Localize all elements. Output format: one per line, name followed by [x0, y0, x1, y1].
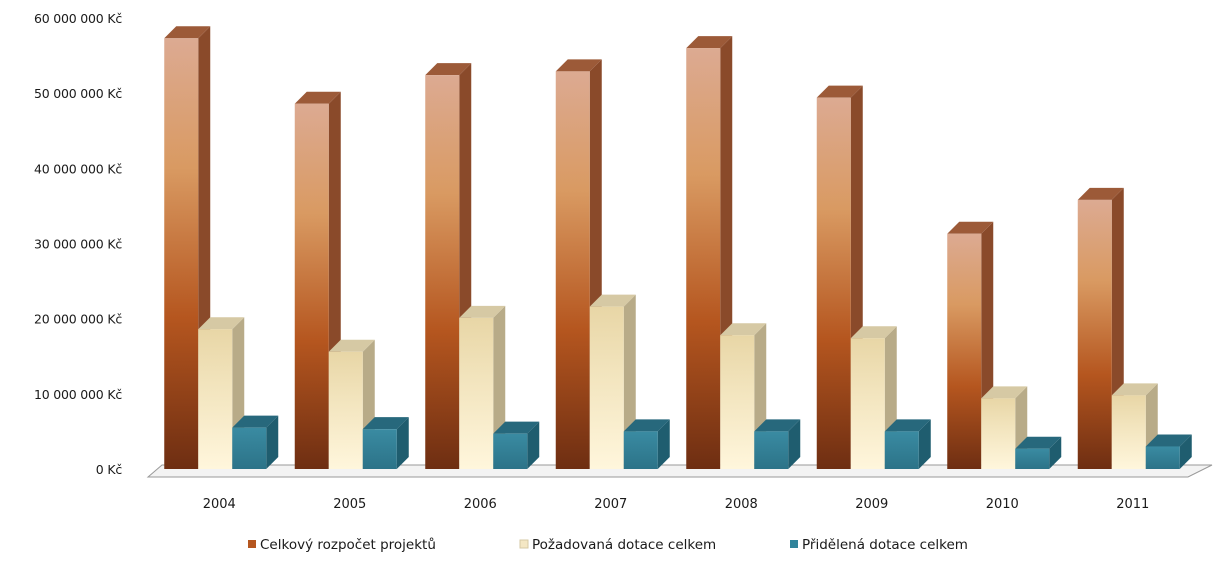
bar-top — [850, 326, 897, 339]
bar-pridelena-dotace-2007 — [623, 419, 670, 469]
bar-front — [328, 351, 363, 469]
bar-side — [266, 415, 279, 469]
bar-top — [686, 36, 733, 49]
bar-top — [1015, 436, 1062, 449]
bar-top — [328, 339, 375, 352]
y-tick-label: 10 000 000 Kč — [34, 387, 122, 402]
x-tick-label: 2004 — [203, 497, 236, 512]
y-tick-label: 30 000 000 Kč — [34, 237, 122, 252]
bar-side — [788, 419, 801, 469]
bar-top — [1111, 383, 1158, 396]
bar-top — [232, 415, 279, 428]
bar-side — [396, 417, 409, 469]
bar-front — [947, 233, 982, 469]
bar-front — [754, 431, 789, 469]
bar-front — [686, 48, 721, 470]
x-tick-label: 2010 — [986, 497, 1019, 512]
bar-pridelena-dotace-2009 — [884, 419, 931, 469]
bar-side — [527, 421, 540, 469]
y-axis: 0 Kč 10 000 000 Kč 20 000 000 Kč 30 000 000… — [34, 11, 123, 477]
bar-front — [164, 38, 199, 470]
bar-top — [164, 26, 211, 39]
bar-top — [623, 419, 670, 432]
legend-item: Požadovaná dotace celkem — [519, 537, 716, 553]
bar-top — [981, 386, 1028, 399]
bar-top — [884, 419, 931, 432]
x-tick-label: 2006 — [464, 497, 497, 512]
bar-top — [555, 59, 602, 72]
bar-pozadovana-dotace-2006 — [459, 305, 506, 469]
bar-front — [198, 329, 233, 469]
legend-label: Celkový rozpočet projektů — [260, 537, 436, 553]
x-tick-label: 2008 — [725, 497, 758, 512]
x-axis: 2004 2005 2006 2007 2008 2009 2010 2011 — [203, 497, 1150, 512]
bar-celkovy-rozpocet-2006 — [425, 63, 472, 470]
legend: Celkový rozpočet projektů Požadovaná dota… — [248, 537, 968, 553]
y-tick-label: 60 000 000 Kč — [34, 11, 122, 26]
bar-front — [816, 97, 851, 469]
bar-front — [623, 431, 658, 469]
bar-pridelena-dotace-2011 — [1145, 434, 1192, 469]
legend-item: Celkový rozpočet projektů — [248, 537, 436, 553]
bar-front — [884, 431, 919, 469]
bar-front — [493, 433, 528, 469]
bars — [164, 26, 1192, 470]
bar-top — [947, 221, 994, 234]
bar-front — [850, 338, 885, 469]
bar-front — [362, 429, 397, 469]
bar-top — [459, 305, 506, 318]
bar-top — [198, 317, 245, 330]
x-tick-label: 2011 — [1116, 497, 1149, 512]
legend-item: Přidělená dotace celkem — [790, 537, 968, 553]
bar-pozadovana-dotace-2007 — [589, 294, 636, 469]
bar-front — [1111, 395, 1146, 469]
bar-front — [589, 306, 624, 469]
legend-label: Požadovaná dotace celkem — [532, 537, 716, 553]
bar-front — [294, 103, 329, 469]
bar-top — [493, 421, 540, 434]
bar-side — [918, 419, 931, 469]
bar-top — [720, 323, 767, 336]
bar-pridelena-dotace-2010 — [1015, 436, 1062, 469]
bar-top — [1145, 434, 1192, 447]
bar-front — [425, 75, 460, 470]
y-tick-label: 40 000 000 Kč — [34, 161, 122, 176]
chart-floor — [146, 464, 1213, 478]
bar-front — [232, 427, 267, 469]
legend-swatch — [248, 540, 256, 548]
x-tick-label: 2009 — [855, 497, 888, 512]
x-tick-label: 2005 — [333, 497, 366, 512]
bar-top — [754, 419, 801, 432]
legend-swatch — [790, 540, 798, 548]
y-tick-label: 0 Kč — [96, 462, 123, 477]
bar-front — [981, 398, 1016, 469]
bar-top — [1077, 187, 1124, 200]
bar-top — [425, 63, 472, 76]
bar-pridelena-dotace-2004 — [232, 415, 279, 469]
bar-top — [816, 85, 863, 98]
bar-front — [1015, 448, 1050, 469]
bar-top — [362, 417, 409, 430]
chart-floor-plane — [146, 464, 1213, 478]
bar-pridelena-dotace-2005 — [362, 417, 409, 469]
bar-front — [1077, 199, 1112, 470]
x-tick-label: 2007 — [594, 497, 627, 512]
bar-pridelena-dotace-2008 — [754, 419, 801, 469]
bar-top — [589, 294, 636, 307]
y-tick-label: 50 000 000 Kč — [34, 86, 122, 101]
bar-front — [1145, 446, 1180, 469]
bar-top — [294, 91, 341, 104]
bar-front — [459, 317, 494, 469]
bar-front — [555, 71, 590, 469]
bar-side — [1049, 436, 1062, 469]
bar-pridelena-dotace-2006 — [493, 421, 540, 469]
bar-side — [657, 419, 670, 469]
legend-label: Přidělená dotace celkem — [802, 537, 968, 553]
bar-front — [720, 335, 755, 469]
legend-swatch — [519, 539, 529, 549]
bar-side — [1179, 434, 1192, 469]
y-tick-label: 20 000 000 Kč — [34, 312, 122, 327]
